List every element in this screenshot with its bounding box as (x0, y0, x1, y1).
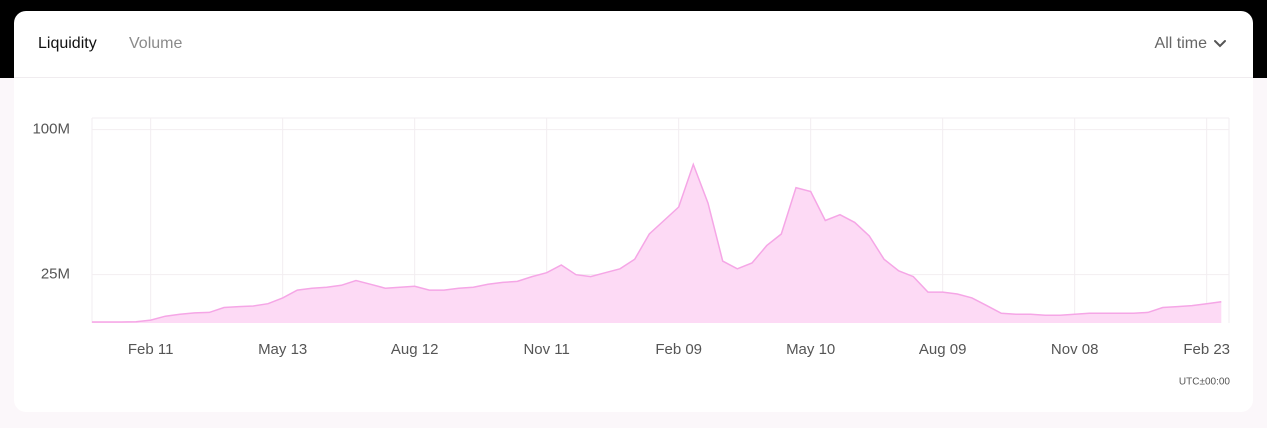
x-tick-label: Nov 11 (523, 341, 569, 358)
timezone-note: UTC±00:00 (1179, 377, 1231, 388)
x-tick-label: Feb 09 (655, 341, 702, 358)
y-tick-label: 100M (32, 121, 70, 138)
chevron-icon (1214, 40, 1226, 48)
range-label: All time (1154, 35, 1207, 52)
card-header: Liquidity Volume All time (14, 11, 1253, 78)
area-line (92, 162, 1222, 323)
tab-volume[interactable]: Volume (129, 35, 183, 52)
area-fill (92, 164, 1222, 323)
x-tick-label: Feb 23 (1183, 341, 1230, 358)
x-tick-label: May 10 (786, 341, 835, 358)
x-tick-label: Nov 08 (1051, 341, 1099, 358)
chart-card: Liquidity Volume All time (14, 11, 1253, 412)
y-tick-label: 25M (41, 266, 70, 283)
x-tick-label: Aug 09 (919, 341, 967, 358)
x-tick-label: Feb 11 (128, 341, 174, 358)
range-dropdown[interactable]: All time (1155, 35, 1227, 53)
x-tick-label: Aug 12 (391, 341, 439, 358)
x-tick-label: May 13 (258, 341, 307, 358)
tab-liquidity[interactable]: Liquidity (38, 35, 97, 52)
